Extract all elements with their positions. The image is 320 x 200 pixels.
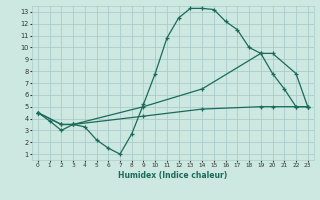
X-axis label: Humidex (Indice chaleur): Humidex (Indice chaleur) xyxy=(118,171,228,180)
